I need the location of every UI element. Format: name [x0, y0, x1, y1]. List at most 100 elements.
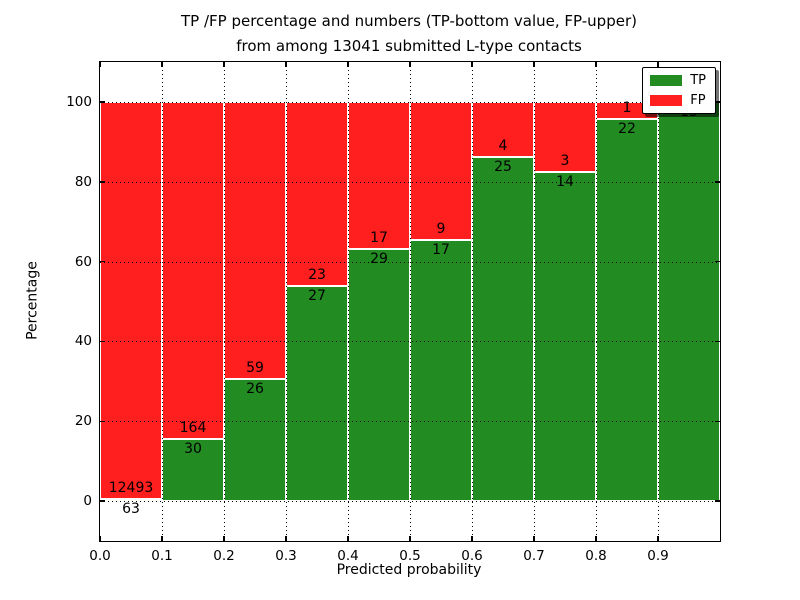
x-tick-label: 0.7 — [523, 548, 545, 564]
v-gridline — [658, 62, 659, 541]
v-gridline — [410, 62, 411, 541]
x-tick-top — [223, 62, 225, 67]
y-tick-right — [715, 101, 720, 103]
bar-segment-tp — [410, 240, 472, 502]
x-tick-bottom — [409, 536, 411, 541]
bar-segment-fp — [100, 101, 162, 500]
x-tick-bottom — [161, 536, 163, 541]
y-tick-label: 0 — [83, 493, 92, 510]
fp-count-label: 12493 — [108, 480, 154, 497]
x-tick-top — [657, 62, 659, 67]
fp-count-label: 3 — [560, 153, 570, 170]
y-tick-right — [715, 420, 720, 422]
x-tick-label: 0.2 — [213, 548, 235, 564]
x-axis-label: Predicted probability — [336, 562, 482, 578]
x-tick-bottom — [285, 536, 287, 541]
y-tick-left — [100, 340, 105, 343]
x-tick-label: 0.5 — [399, 548, 421, 564]
x-tick-top — [533, 62, 535, 67]
chart-title: TP /FP percentage and numbers (TP-bottom… — [9, 9, 800, 59]
bar-segment-fp — [348, 101, 410, 250]
tp-count-label: 27 — [308, 287, 326, 304]
bar-segment-tp — [534, 172, 596, 502]
bar-segment-tp — [348, 249, 410, 502]
y-tick-label: 20 — [74, 413, 92, 430]
v-gridline — [162, 62, 163, 541]
x-tick-bottom — [471, 536, 473, 541]
bar-segment-tp — [224, 378, 286, 502]
chart-title-line1: TP /FP percentage and numbers (TP-bottom… — [181, 12, 637, 30]
v-gridline — [534, 62, 535, 541]
tp-count-label: 22 — [618, 121, 636, 138]
x-tick-label: 0.1 — [151, 548, 173, 564]
bar-segment-tp — [100, 499, 162, 502]
legend-swatch-tp — [650, 75, 683, 86]
x-tick-top — [285, 62, 287, 67]
y-tick-left — [100, 260, 105, 263]
x-tick-top — [409, 62, 411, 67]
legend-item-tp: TP — [650, 73, 706, 88]
x-tick-top — [347, 62, 349, 67]
y-tick-label: 60 — [74, 253, 92, 270]
fp-count-label: 17 — [370, 230, 388, 247]
bar-segment-tp — [658, 101, 720, 502]
v-gridline — [472, 62, 473, 541]
x-tick-bottom — [533, 536, 535, 541]
legend-label-tp: TP — [690, 73, 706, 88]
tp-count-label: 30 — [184, 441, 202, 458]
bar-segment-fp — [162, 101, 224, 440]
legend-label-fp: FP — [690, 93, 706, 108]
y-tick-right — [715, 500, 720, 502]
fp-count-label: 1 — [622, 100, 632, 117]
y-tick-left — [100, 181, 105, 183]
y-tick-right — [715, 181, 720, 183]
bar-segment-fp — [224, 101, 286, 379]
x-tick-bottom — [99, 536, 101, 541]
y-axis-label: Percentage — [24, 261, 41, 340]
x-tick-label: 0.3 — [275, 548, 297, 564]
tp-count-label: 26 — [246, 380, 264, 397]
v-gridline — [348, 62, 349, 541]
y-tick-left — [100, 101, 105, 103]
v-gridline — [224, 62, 225, 541]
fp-count-label: 23 — [308, 266, 326, 283]
x-tick-bottom — [595, 536, 597, 541]
x-tick-bottom — [657, 536, 659, 541]
bar-segment-fp — [286, 101, 348, 286]
x-tick-label: 0.6 — [461, 548, 483, 564]
legend-item-fp: FP — [650, 93, 706, 108]
x-tick-top — [471, 62, 473, 67]
legend: TP FP — [642, 67, 716, 114]
x-tick-label: 0.8 — [585, 548, 607, 564]
y-tick-label: 40 — [74, 333, 92, 350]
fp-count-label: 4 — [498, 137, 508, 154]
x-tick-top — [99, 62, 101, 67]
y-tick-label: 100 — [66, 93, 92, 110]
tp-count-label: 63 — [122, 501, 140, 518]
y-tick-right — [715, 260, 720, 263]
plot-area: TP FP 12493 63 164 30 59 26 23 27 17 29 9 17 4 25 3 14 1… — [66, 61, 721, 564]
bar-segment-fp — [534, 101, 596, 173]
y-tick-right — [715, 340, 720, 343]
fp-count-label: 164 — [179, 420, 207, 437]
y-tick-left — [100, 420, 105, 422]
v-gridline — [596, 62, 597, 541]
bar-segment-tp — [472, 156, 534, 502]
tp-count-label: 29 — [370, 251, 388, 268]
chart-title-line2: from among 13041 submitted L-type contac… — [236, 37, 582, 55]
fp-count-label: 9 — [436, 221, 446, 238]
x-tick-top — [595, 62, 597, 67]
x-tick-label: 0.9 — [647, 548, 669, 564]
x-tick-top — [161, 62, 163, 67]
tp-count-label: 25 — [494, 158, 512, 175]
fp-count-label: 59 — [246, 359, 264, 376]
x-tick-bottom — [347, 536, 349, 541]
legend-swatch-fp — [650, 95, 683, 106]
x-tick-bottom — [223, 536, 225, 541]
x-tick-label: 0.0 — [89, 548, 111, 564]
y-tick-left — [100, 500, 105, 502]
bar-segment-fp — [410, 101, 472, 241]
tp-count-label: 14 — [556, 174, 574, 191]
y-tick-label: 80 — [74, 173, 92, 190]
